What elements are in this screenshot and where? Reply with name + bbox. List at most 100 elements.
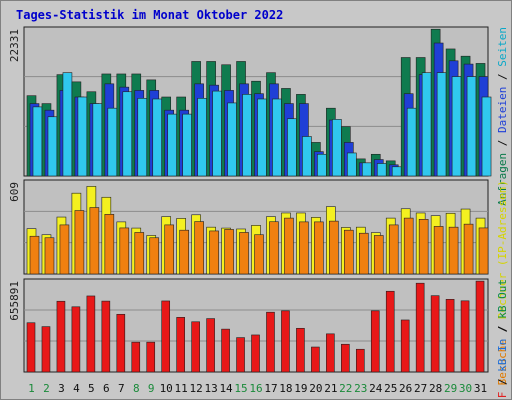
bar-besuche-5 [89,207,100,275]
bar-seiten-24 [376,163,387,177]
legend-entry: kB In [496,339,509,372]
x-tick-label-31: 31 [474,382,487,395]
bar-seiten-11 [182,113,192,177]
x-tick-label-6: 6 [103,382,110,395]
bar-besuche-4 [74,210,85,275]
x-tick-label-2: 2 [43,382,50,395]
bar-kb-f-4 [71,306,81,373]
bar-kb-f-13 [206,318,215,373]
bar-besuche-18 [284,217,294,275]
bar-kb-f-6 [101,300,111,373]
x-tick-label-19: 19 [294,382,307,395]
bar-kb-f-2 [41,326,51,373]
bar-seiten-14 [227,102,237,177]
bar-seiten-7 [122,91,133,177]
y-max-label: 22331 [8,29,21,62]
bar-seiten-26 [406,107,417,177]
x-tick-label-29: 29 [444,382,457,395]
bar-besuche-20 [314,221,324,275]
bar-kb-f-10 [161,300,171,373]
legend-entry: Besuche [496,339,509,385]
x-tick-label-22: 22 [339,382,352,395]
legend-label: kB F / kB In / kB Out [496,279,509,400]
bar-seiten-1 [32,106,43,177]
bar-seiten-5 [92,103,103,177]
bar-seiten-21 [332,119,342,177]
bar-kb-f-9 [146,341,156,373]
bar-kb-f-11 [176,317,185,373]
bar-seiten-22 [347,152,357,177]
x-tick-label-13: 13 [204,382,217,395]
bar-kb-f-30 [460,300,470,373]
bar-seiten-16 [257,98,267,177]
bar-seiten-29 [451,76,462,177]
bar-besuche-26 [403,217,414,275]
bar-besuche-6 [104,214,115,275]
x-tick-label-20: 20 [309,382,322,395]
legend-entry: Rechner (IP-Adressen) [496,180,509,319]
bar-besuche-21 [329,220,339,275]
bar-besuche-12 [194,221,204,275]
bar-seiten-4 [77,96,88,177]
bar-besuche-31 [478,227,489,275]
bar-kb-f-19 [296,327,305,373]
bar-besuche-23 [358,232,369,275]
legend-entry: / [496,67,509,87]
bar-besuche-16 [254,234,264,275]
bar-seiten-18 [287,118,297,177]
panel-visits: 609 Besuche / Rechner (IP-Adressen) [8,179,509,385]
legend-entry: / [496,133,509,153]
bar-seiten-3 [62,72,73,177]
x-tick-label-11: 11 [175,382,188,395]
bar-seiten-15 [242,94,252,177]
x-axis: 1 2 3 4 5 6 7 8 9 10 11 12 13 14 15 16 17 18 19 20 21 22 23 24 2… [28,382,487,395]
bar-besuche-2 [44,237,55,275]
bar-besuche-27 [418,219,429,275]
x-tick-label-1: 1 [28,382,35,395]
legend-entry: / [496,319,509,339]
bar-besuche-24 [373,235,384,275]
x-tick-label-16: 16 [249,382,262,395]
x-tick-label-24: 24 [369,382,383,395]
bar-besuche-3 [59,224,70,275]
bar-besuche-15 [239,232,249,275]
panel-kbytes: 655891 kB F / kB In / kB Out [8,278,509,405]
legend-entry: kB F [496,392,509,400]
y-max-label: 609 [8,182,21,202]
legend-label: Anfragen / Dateien / Seiten [496,27,509,206]
bar-besuche-13 [209,230,219,275]
bar-seiten-28 [436,72,447,177]
legend-entry: Seiten [496,27,509,67]
x-tick-label-17: 17 [264,382,277,395]
bar-seiten-12 [197,98,207,177]
bar-kb-f-5 [86,295,96,373]
bar-besuche-10 [164,224,175,275]
bar-seiten-8 [137,98,148,177]
bar-kb-f-26 [400,319,410,373]
bar-besuche-7 [119,227,130,275]
bar-seiten-30 [466,76,477,177]
bar-kb-f-18 [281,310,290,373]
bar-seiten-9 [152,98,163,177]
x-tick-label-23: 23 [354,382,367,395]
bar-seiten-19 [302,136,312,177]
legend-entry: Anfragen [496,153,509,206]
bar-besuche-28 [433,226,444,275]
x-tick-label-7: 7 [118,382,125,395]
bar-besuche-30 [463,223,474,275]
bar-kb-f-8 [131,341,141,373]
bar-besuche-17 [269,221,279,275]
x-tick-label-14: 14 [219,382,233,395]
legend-entry: / [496,372,509,392]
bar-kb-f-12 [191,321,200,373]
panel-requests: 22331 Anfragen / Dateien / Seiten [8,26,509,206]
bar-kb-f-21 [326,333,335,373]
bar-besuche-29 [448,226,459,275]
bar-kb-f-22 [341,343,350,373]
bar-besuche-14 [224,229,234,275]
bar-kb-f-16 [251,334,260,373]
bar-kb-f-23 [355,348,365,373]
